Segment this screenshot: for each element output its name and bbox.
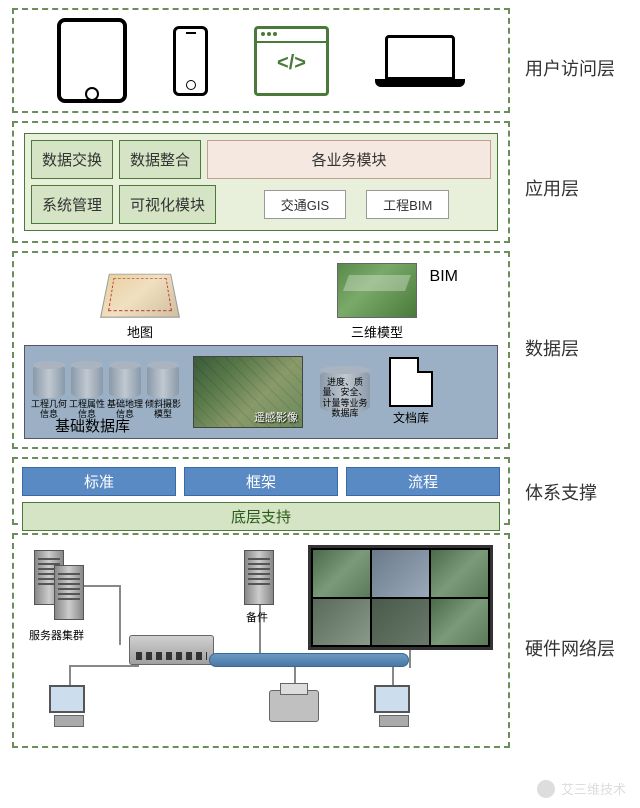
box-standard: 标准 — [22, 467, 176, 496]
business-db: 进度、质量、安全、计量等业务数据库 — [315, 369, 375, 415]
cable-icon — [209, 653, 409, 667]
server-icon — [54, 565, 84, 620]
mod-business: 各业务模块 — [207, 140, 491, 179]
map-image: 地图 — [105, 268, 175, 341]
mod-bim: 工程BIM — [366, 190, 449, 219]
doc-library: 文档库 — [389, 357, 433, 427]
data-layer: 地图 三维模型 BIM 工程几何信息 工程属性信息 基础地理信息 倾斜摄影模型 … — [12, 251, 510, 449]
monitor-icon — [374, 685, 414, 727]
hardware-layer: 服务器集群 备件 — [12, 533, 510, 748]
phone-icon — [173, 26, 208, 96]
box-framework: 框架 — [184, 467, 338, 496]
spare-label: 备件 — [246, 609, 268, 625]
mod-viz: 可视化模块 — [119, 185, 216, 224]
db-attribute: 工程属性信息 — [69, 364, 105, 420]
db-geo: 基础地理信息 — [107, 364, 143, 420]
base-database-panel: 工程几何信息 工程属性信息 基础地理信息 倾斜摄影模型 基础数据库 遥感影像 进… — [24, 345, 498, 439]
code-window-icon: </> — [254, 26, 329, 96]
box-process: 流程 — [346, 467, 500, 496]
db-geometry: 工程几何信息 — [31, 364, 67, 420]
bim-label: BIM — [430, 268, 458, 286]
system-support-layer: 标准 框架 流程 底层支持 — [12, 457, 510, 525]
laptop-icon — [375, 35, 465, 87]
server-spare-icon — [244, 550, 274, 605]
application-layer: 数据交换 数据整合 各业务模块 系统管理 可视化模块 交通GIS 工程BIM — [12, 121, 510, 243]
mod-exchange: 数据交换 — [31, 140, 113, 179]
layer3-title: 数据层 — [525, 335, 579, 361]
tablet-icon — [57, 18, 127, 103]
remote-sensing-image: 遥感影像 — [193, 356, 303, 428]
layer4-title: 体系支撑 — [525, 479, 597, 505]
db-oblique: 倾斜摄影模型 — [145, 364, 181, 420]
watermark: 艾三维技术 — [537, 779, 626, 798]
layer1-title: 用户访问层 — [525, 55, 615, 81]
user-access-layer: </> — [12, 8, 510, 113]
box-base-support: 底层支持 — [22, 502, 500, 531]
switch-icon — [129, 635, 214, 665]
printer-icon — [269, 690, 319, 722]
layer5-title: 硬件网络层 — [525, 635, 615, 661]
layer2-title: 应用层 — [525, 175, 579, 201]
mod-system: 系统管理 — [31, 185, 113, 224]
pc-icon — [49, 685, 89, 727]
base-db-title: 基础数据库 — [55, 415, 130, 436]
mod-integrate: 数据整合 — [119, 140, 201, 179]
video-wall — [308, 545, 493, 650]
model3d-image: 三维模型 — [337, 263, 417, 341]
cluster-label: 服务器集群 — [29, 627, 84, 643]
mod-gis: 交通GIS — [264, 190, 346, 219]
